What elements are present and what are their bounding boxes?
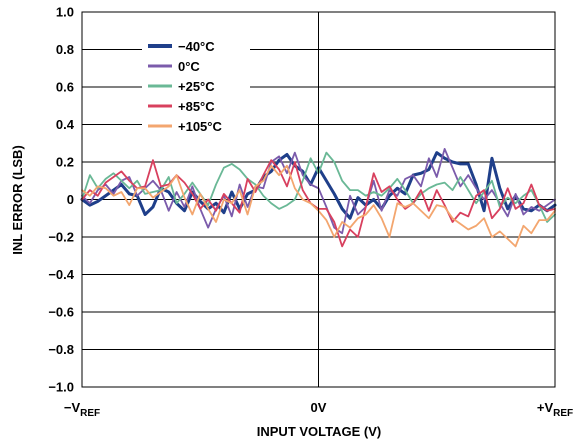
legend-label-2: 0°C: [178, 59, 200, 74]
y-tick-label: −0.2: [48, 230, 74, 245]
y-tick-label: −1.0: [48, 380, 74, 395]
y-tick-label: 0: [67, 192, 74, 207]
x-tick-label: −VREF: [64, 400, 100, 419]
y-tick-label: 0.6: [56, 80, 74, 95]
legend-label-1: −40°C: [178, 39, 215, 54]
x-axis-title: INPUT VOLTAGE (V): [257, 424, 381, 439]
x-tick-label: +VREF: [537, 400, 573, 419]
y-tick-label: −0.8: [48, 342, 74, 357]
y-tick-label: −0.6: [48, 305, 74, 320]
x-tick-subscript: REF: [553, 408, 573, 419]
legend-label-5: +105°C: [178, 119, 222, 134]
y-tick-label: 0.2: [56, 155, 74, 170]
y-tick-label: 1.0: [56, 5, 74, 20]
legend-label-3: +25°C: [178, 79, 215, 94]
x-tick-label: 0V: [311, 400, 327, 415]
x-tick-main: −V: [64, 400, 81, 415]
legend-layer: −40°C 0°C +25°C +85°C +105°C: [142, 35, 250, 135]
y-tick-label: 0.4: [56, 117, 75, 132]
x-tick-subscript: REF: [80, 408, 100, 419]
y-tick-label: 0.8: [56, 42, 74, 57]
frame-layer: [81, 11, 556, 388]
x-tick-main: +V: [537, 400, 554, 415]
y-axis-title: INL ERROR (LSB): [10, 145, 25, 255]
x-tick-main: 0V: [311, 400, 327, 415]
y-tick-label: −0.4: [48, 267, 74, 282]
tick-layer: 1.00.80.60.40.20−0.2−0.4−0.6−0.8−1.0−VRE…: [48, 5, 573, 420]
legend-label-4: +85°C: [178, 99, 215, 114]
